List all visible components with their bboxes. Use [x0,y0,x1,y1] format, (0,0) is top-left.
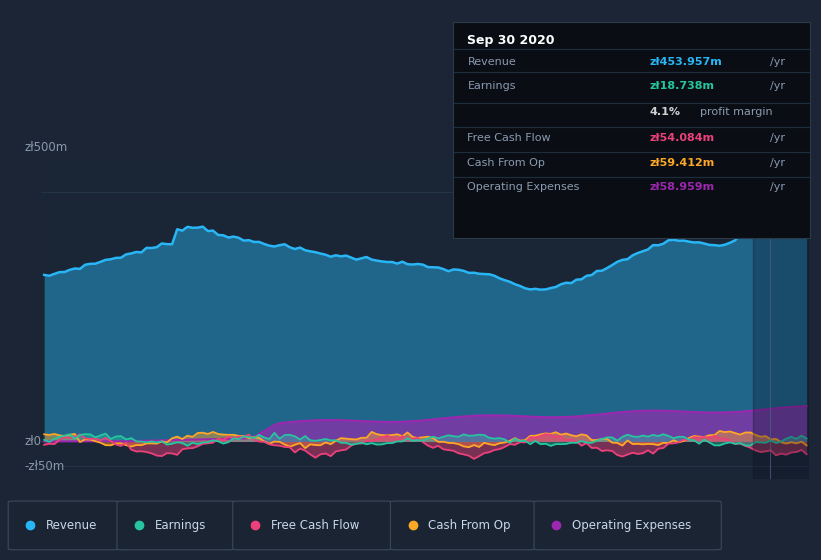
Text: /yr: /yr [770,133,786,143]
Text: /yr: /yr [770,157,786,167]
Text: Earnings: Earnings [155,519,206,532]
Text: Revenue: Revenue [46,519,98,532]
Text: Free Cash Flow: Free Cash Flow [270,519,359,532]
Text: zł18.738m: zł18.738m [649,81,714,91]
FancyBboxPatch shape [117,501,235,550]
Text: zł453.957m: zł453.957m [649,57,722,67]
Text: Earnings: Earnings [467,81,516,91]
Text: zł59.412m: zł59.412m [649,157,715,167]
Bar [753,157,809,479]
Text: Revenue: Revenue [467,57,516,67]
Text: /yr: /yr [770,57,786,67]
Text: Cash From Op: Cash From Op [467,157,545,167]
Text: /yr: /yr [770,183,786,192]
Text: Operating Expenses: Operating Expenses [572,519,691,532]
Text: zł58.959m: zł58.959m [649,183,715,192]
Text: Free Cash Flow: Free Cash Flow [467,133,551,143]
Text: profit margin: profit margin [699,107,773,117]
Text: -zł50m: -zł50m [25,460,65,473]
FancyBboxPatch shape [233,501,392,550]
Text: /yr: /yr [770,81,786,91]
Text: zł0: zł0 [25,435,42,448]
FancyBboxPatch shape [8,501,119,550]
Text: zł54.084m: zł54.084m [649,133,715,143]
Text: zł500m: zł500m [25,141,68,154]
Text: Operating Expenses: Operating Expenses [467,183,580,192]
Text: Cash From Op: Cash From Op [429,519,511,532]
Text: Sep 30 2020: Sep 30 2020 [467,34,555,47]
FancyBboxPatch shape [534,501,721,550]
Text: 4.1%: 4.1% [649,107,681,117]
FancyBboxPatch shape [391,501,536,550]
